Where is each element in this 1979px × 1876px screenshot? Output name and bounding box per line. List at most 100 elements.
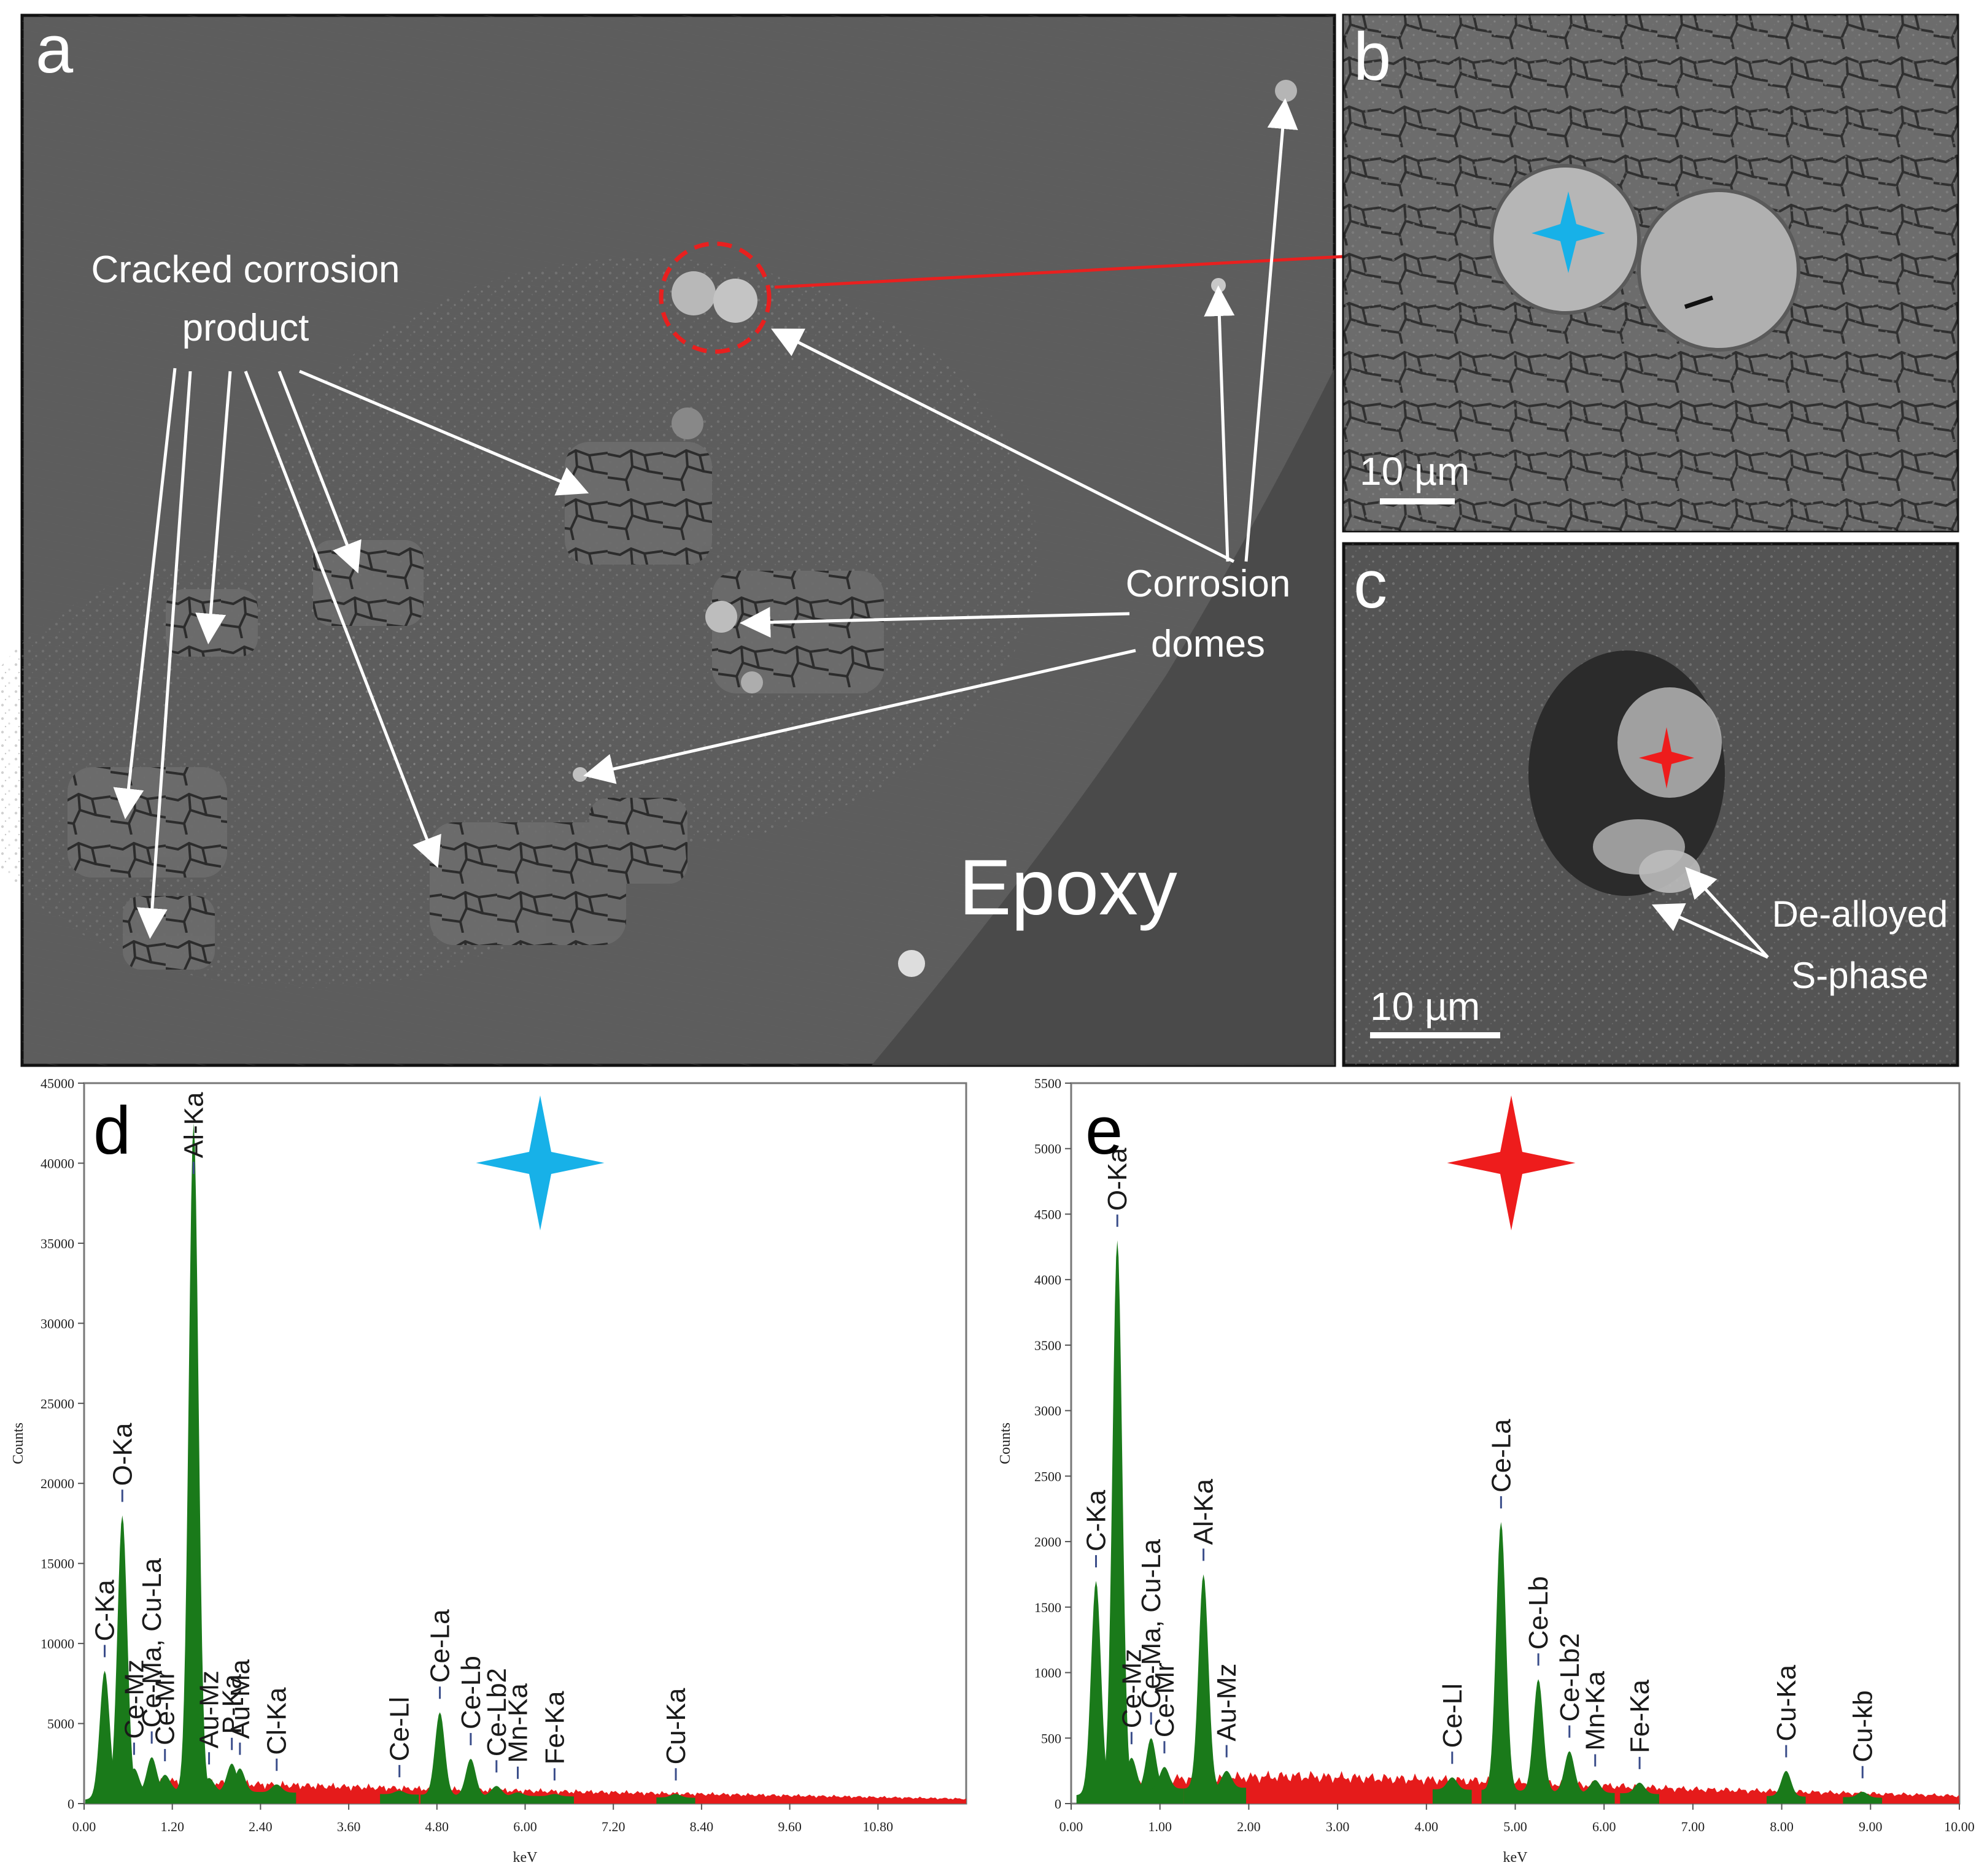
peak-0 [85, 1670, 125, 1804]
peak-label-3: Ce-Ma, Cu-La [1136, 1538, 1166, 1708]
panel-a-micrograph: a Cracked corrosion product Corrosion do… [0, 12, 1498, 1067]
x-tick-label-1: 1.00 [1148, 1819, 1172, 1834]
x-tick-label-7: 8.40 [690, 1819, 714, 1834]
scalebar-b-label: 10 µm [1360, 449, 1470, 493]
peak-label-7: P-Ka [217, 1673, 247, 1734]
peak-label-0: C-Ka [90, 1580, 120, 1642]
peak-11 [1575, 1780, 1615, 1804]
peak-7 [1432, 1777, 1472, 1804]
panel-letter-b: b [1354, 19, 1391, 95]
label-epoxy: Epoxy [959, 844, 1177, 932]
corrosion-dome-blobs [573, 80, 1297, 977]
scalebar-c [1370, 1032, 1500, 1038]
x-tick-label-8: 8.00 [1770, 1819, 1794, 1834]
y-tick-label-8: 40000 [41, 1156, 74, 1171]
y-tick-label-1: 5000 [47, 1716, 74, 1732]
peak-label-8: Au-Ma [225, 1659, 255, 1739]
y-axis-title: Counts [997, 1422, 1013, 1464]
label-dealloyed-line2: S-phase [1791, 955, 1928, 996]
x-tick-label-4: 4.80 [425, 1819, 449, 1834]
peak-8 [220, 1768, 260, 1804]
peak-5 [174, 1123, 214, 1804]
y-tick-label-5: 25000 [41, 1396, 74, 1411]
panel-letter-e: e [1085, 1093, 1123, 1168]
cracked-patches [68, 442, 884, 970]
y-tick-label-5: 2500 [1034, 1469, 1061, 1484]
x-tick-label-6: 7.20 [602, 1819, 625, 1834]
label-domes-line1: Corrosion [1126, 563, 1291, 605]
x-tick-label-9: 9.00 [1859, 1819, 1883, 1834]
y-tick-label-1: 500 [1041, 1731, 1061, 1746]
x-tick-label-10: 10.00 [1944, 1819, 1975, 1834]
peak-label-9: Cl-Ka [262, 1687, 292, 1755]
x-tick-label-3: 3.60 [337, 1819, 361, 1834]
bremsstrahlung-background [93, 1777, 966, 1804]
blue-star-legend [476, 1095, 605, 1230]
x-tick-label-3: 3.00 [1326, 1819, 1350, 1834]
peak-1 [1098, 1240, 1137, 1804]
x-tick-label-9: 10.80 [863, 1819, 894, 1834]
x-tick-label-7: 7.00 [1681, 1819, 1705, 1834]
label-cracked-line1: Cracked corrosion [91, 249, 400, 291]
x-tick-label-0: 0.00 [72, 1819, 96, 1834]
epoxy-region [22, 368, 1334, 1065]
bremsstrahlung-background [1082, 1770, 1959, 1804]
y-tick-label-2: 10000 [41, 1636, 74, 1651]
y-tick-label-7: 35000 [41, 1236, 74, 1251]
peak-label-2: Ce-Mz [1117, 1649, 1147, 1729]
y-tick-label-0: 0 [1055, 1796, 1061, 1812]
peak-9 [257, 1784, 296, 1804]
corrosion-dome-right [1637, 188, 1800, 352]
x-tick-label-5: 6.00 [513, 1819, 537, 1834]
x-tick-label-4: 4.00 [1415, 1819, 1439, 1834]
peak-9 [1519, 1679, 1558, 1804]
dome-arrows [583, 98, 1298, 784]
red-star-legend [1447, 1095, 1576, 1230]
peak-label-10: Ce-Ll [385, 1697, 415, 1761]
peak-4 [1145, 1767, 1184, 1804]
y-tick-label-2: 1000 [1034, 1666, 1061, 1681]
peak-6 [1207, 1770, 1247, 1804]
y-tick-label-9: 4500 [1034, 1206, 1061, 1222]
y-tick-label-3: 1500 [1034, 1600, 1061, 1615]
peak-14 [1843, 1791, 1883, 1804]
peak-label-1: O-Ka [1102, 1148, 1133, 1211]
peak-12 [1620, 1782, 1659, 1804]
peak-label-6: Au-Mz [195, 1670, 225, 1748]
peak-label-10: Ce-Lb2 [1555, 1633, 1585, 1721]
peak-label-13: Ce-Lb2 [482, 1668, 512, 1756]
peak-10 [1549, 1751, 1589, 1804]
panel-letter-d: d [93, 1093, 131, 1168]
y-tick-label-7: 3500 [1034, 1338, 1061, 1353]
y-axis-title: Counts [10, 1422, 26, 1464]
peak-14 [498, 1792, 538, 1804]
scalebar-c-label: 10 µm [1370, 984, 1480, 1029]
peak-label-16: Cu-Ka [661, 1688, 691, 1764]
peak-label-8: Ce-La [1486, 1419, 1516, 1492]
peak-label-11: Ce-La [425, 1609, 455, 1683]
peak-label-5: Al-Ka [179, 1092, 209, 1158]
peak-5 [1183, 1574, 1223, 1804]
peak-label-13: Cu-Ka [1772, 1664, 1802, 1741]
label-domes-line2: domes [1151, 623, 1265, 665]
peak-8 [1481, 1522, 1521, 1804]
peak-16 [656, 1794, 695, 1804]
y-tick-label-4: 2000 [1034, 1534, 1061, 1550]
dealloyed-arrows [1651, 867, 1769, 959]
x-tick-label-2: 2.00 [1237, 1819, 1261, 1834]
peak-label-15: Fe-Ka [540, 1691, 570, 1764]
peak-label-11: Mn-Ka [1581, 1670, 1611, 1750]
x-tick-label-0: 0.00 [1059, 1819, 1083, 1834]
blue-star-marker [1532, 191, 1605, 273]
x-axis-title: keV [513, 1850, 538, 1866]
peak-15 [535, 1794, 575, 1804]
y-tick-label-6: 30000 [41, 1316, 74, 1331]
label-cracked-line2: product [182, 307, 309, 349]
peak-label-6: Au-Mz [1212, 1664, 1242, 1742]
peak-10 [380, 1791, 419, 1804]
x-axis-title: keV [1503, 1850, 1528, 1866]
y-tick-label-3: 15000 [41, 1556, 74, 1572]
